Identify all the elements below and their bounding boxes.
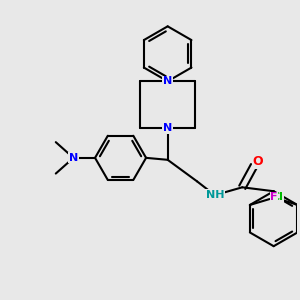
Text: NH: NH [206, 190, 224, 200]
Text: N: N [163, 123, 172, 134]
Text: F: F [270, 192, 278, 202]
Text: N: N [69, 153, 78, 163]
Text: O: O [253, 155, 263, 168]
Text: N: N [163, 76, 172, 86]
Text: Cl: Cl [272, 192, 283, 202]
